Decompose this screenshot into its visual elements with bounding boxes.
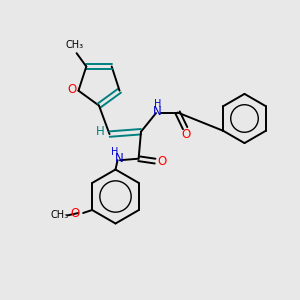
Text: O: O — [67, 83, 76, 96]
Text: H: H — [154, 99, 161, 109]
Text: N: N — [114, 152, 123, 166]
Text: N: N — [153, 105, 162, 118]
Text: H: H — [95, 125, 104, 138]
Text: CH₃: CH₃ — [65, 40, 83, 50]
Text: H: H — [111, 147, 118, 157]
Text: O: O — [71, 207, 80, 220]
Text: O: O — [158, 154, 167, 168]
Text: CH₃: CH₃ — [50, 210, 68, 220]
Text: O: O — [181, 128, 190, 141]
